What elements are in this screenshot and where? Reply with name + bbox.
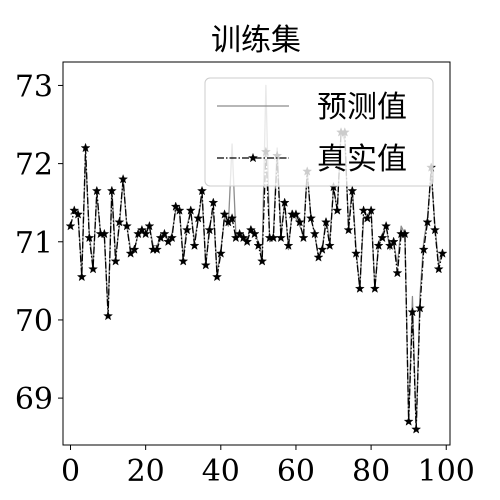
x-tick-label: 80 — [352, 454, 390, 489]
data-point-marker — [343, 224, 354, 235]
data-point-marker — [399, 228, 410, 239]
data-point-marker — [193, 213, 204, 223]
data-point-marker — [275, 232, 286, 243]
data-point-marker — [114, 217, 125, 227]
data-point-marker — [430, 224, 440, 235]
y-tick-label: 71 — [15, 226, 53, 261]
data-point-marker — [418, 244, 429, 254]
data-point-marker — [178, 256, 189, 266]
data-point-marker — [152, 244, 162, 254]
data-point-marker — [422, 217, 433, 227]
data-point-marker — [65, 220, 76, 231]
data-point-marker — [200, 260, 211, 270]
data-point-marker — [227, 213, 238, 223]
data-point-marker — [167, 232, 177, 243]
data-point-marker — [321, 217, 331, 227]
data-point-marker — [212, 271, 222, 282]
data-point-marker — [403, 416, 414, 426]
axes: 0 20 40 60 80 100 69 70 71 72 73 — [15, 61, 475, 489]
chart-title: 训练集 — [211, 23, 301, 58]
data-point-marker — [381, 220, 392, 231]
data-point-marker — [332, 205, 343, 215]
y-tick-label: 73 — [15, 69, 53, 104]
data-point-marker — [306, 213, 316, 223]
data-point-marker — [219, 209, 230, 219]
data-point-marker — [103, 310, 114, 321]
x-tick-label: 40 — [202, 454, 240, 489]
data-point-marker — [279, 197, 290, 207]
data-point-marker — [354, 283, 365, 293]
data-point-marker — [245, 224, 256, 235]
data-point-marker — [197, 185, 207, 196]
data-point-marker — [388, 236, 399, 246]
data-point-marker — [73, 209, 83, 219]
data-point-marker — [76, 271, 87, 282]
y-tick-label: 70 — [15, 304, 53, 339]
data-point-marker — [204, 224, 215, 235]
data-point-marker — [234, 228, 245, 239]
legend-box — [204, 77, 434, 187]
data-point-marker — [140, 228, 151, 239]
plot-frame — [62, 61, 451, 446]
data-point-marker — [106, 185, 117, 196]
data-point-marker — [110, 256, 121, 266]
data-point-marker — [369, 283, 380, 293]
data-point-marker — [144, 220, 155, 231]
data-point-marker — [189, 240, 200, 250]
data-point-marker — [118, 174, 129, 184]
data-point-marker — [215, 248, 226, 258]
legend-label-2: 真实值 — [317, 142, 407, 177]
data-point-marker — [433, 263, 444, 274]
data-point-marker — [185, 205, 196, 215]
data-point-marker — [69, 205, 80, 215]
data-point-marker — [257, 256, 268, 266]
data-point-marker — [136, 224, 147, 235]
data-point-marker — [324, 240, 335, 250]
data-point-marker — [129, 244, 140, 254]
data-point-marker — [84, 232, 95, 243]
data-point-marker — [347, 185, 358, 196]
data-point-marker — [88, 263, 98, 274]
data-point-marker — [249, 228, 260, 239]
data-point-marker — [313, 252, 324, 262]
legend-label-1: 预测值 — [317, 90, 407, 125]
data-point-marker — [366, 205, 377, 215]
data-point-marker — [174, 205, 185, 215]
legend-marker-2 — [248, 152, 258, 163]
data-point-marker — [407, 306, 418, 317]
data-point-marker — [91, 185, 102, 196]
data-point-marker — [182, 224, 192, 235]
data-point-marker — [373, 240, 384, 250]
y-tick-label: 72 — [15, 148, 53, 183]
data-point-marker — [317, 244, 328, 254]
data-point-marker — [392, 267, 403, 278]
data-point-marker — [294, 217, 305, 227]
data-point-marker — [351, 248, 361, 258]
data-point-marker — [291, 209, 301, 219]
y-tick-label: 69 — [15, 382, 53, 417]
x-tick-label: 60 — [277, 454, 315, 489]
data-point-marker — [208, 197, 219, 207]
data-point-marker — [437, 248, 448, 258]
data-point-marker — [159, 228, 170, 239]
x-tick-label: 20 — [127, 454, 165, 489]
data-point-marker — [121, 220, 132, 231]
data-point-marker — [377, 232, 388, 243]
data-point-marker — [242, 236, 253, 246]
data-point-marker — [298, 232, 309, 243]
data-point-marker — [415, 303, 425, 313]
data-point-marker — [309, 228, 320, 239]
data-point-marker — [80, 142, 91, 153]
data-point-marker — [362, 213, 373, 223]
x-tick-label: 0 — [61, 454, 80, 489]
data-point-marker — [411, 424, 422, 434]
data-point-marker — [253, 240, 264, 250]
data-point-marker — [99, 228, 110, 239]
data-point-marker — [170, 201, 181, 211]
x-tick-label: 100 — [418, 454, 475, 489]
data-point-marker — [283, 240, 294, 250]
data-point-marker — [238, 232, 249, 243]
